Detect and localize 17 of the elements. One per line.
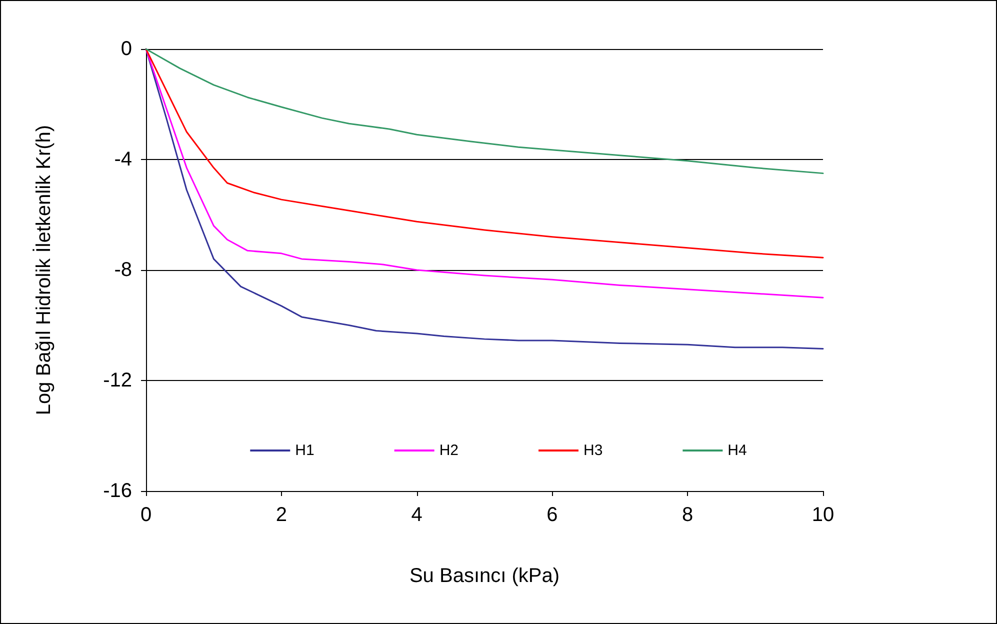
legend-label: H3	[584, 442, 603, 459]
x-tick-label: 4	[411, 504, 422, 526]
x-tick-label: 2	[276, 504, 287, 526]
y-tick-label: -8	[114, 259, 132, 281]
y-tick-label: 0	[120, 38, 132, 60]
x-tick-label: 10	[812, 504, 834, 526]
legend-label: H1	[295, 442, 314, 459]
y-tick-label: -4	[114, 148, 132, 170]
legend-label: H4	[728, 442, 747, 459]
x-tick-label: 8	[682, 504, 694, 526]
y-axis-title: Log Bağıl Hidrolik İletkenlik Kr(h)	[32, 124, 55, 416]
y-tick-label: -12	[103, 370, 132, 392]
y-tick-label: -16	[103, 480, 132, 502]
legend-label: H2	[439, 442, 459, 459]
x-tick-label: 0	[140, 504, 152, 526]
x-axis-title: Su Basıncı (kPa)	[409, 565, 560, 587]
x-tick-label: 6	[546, 504, 558, 526]
